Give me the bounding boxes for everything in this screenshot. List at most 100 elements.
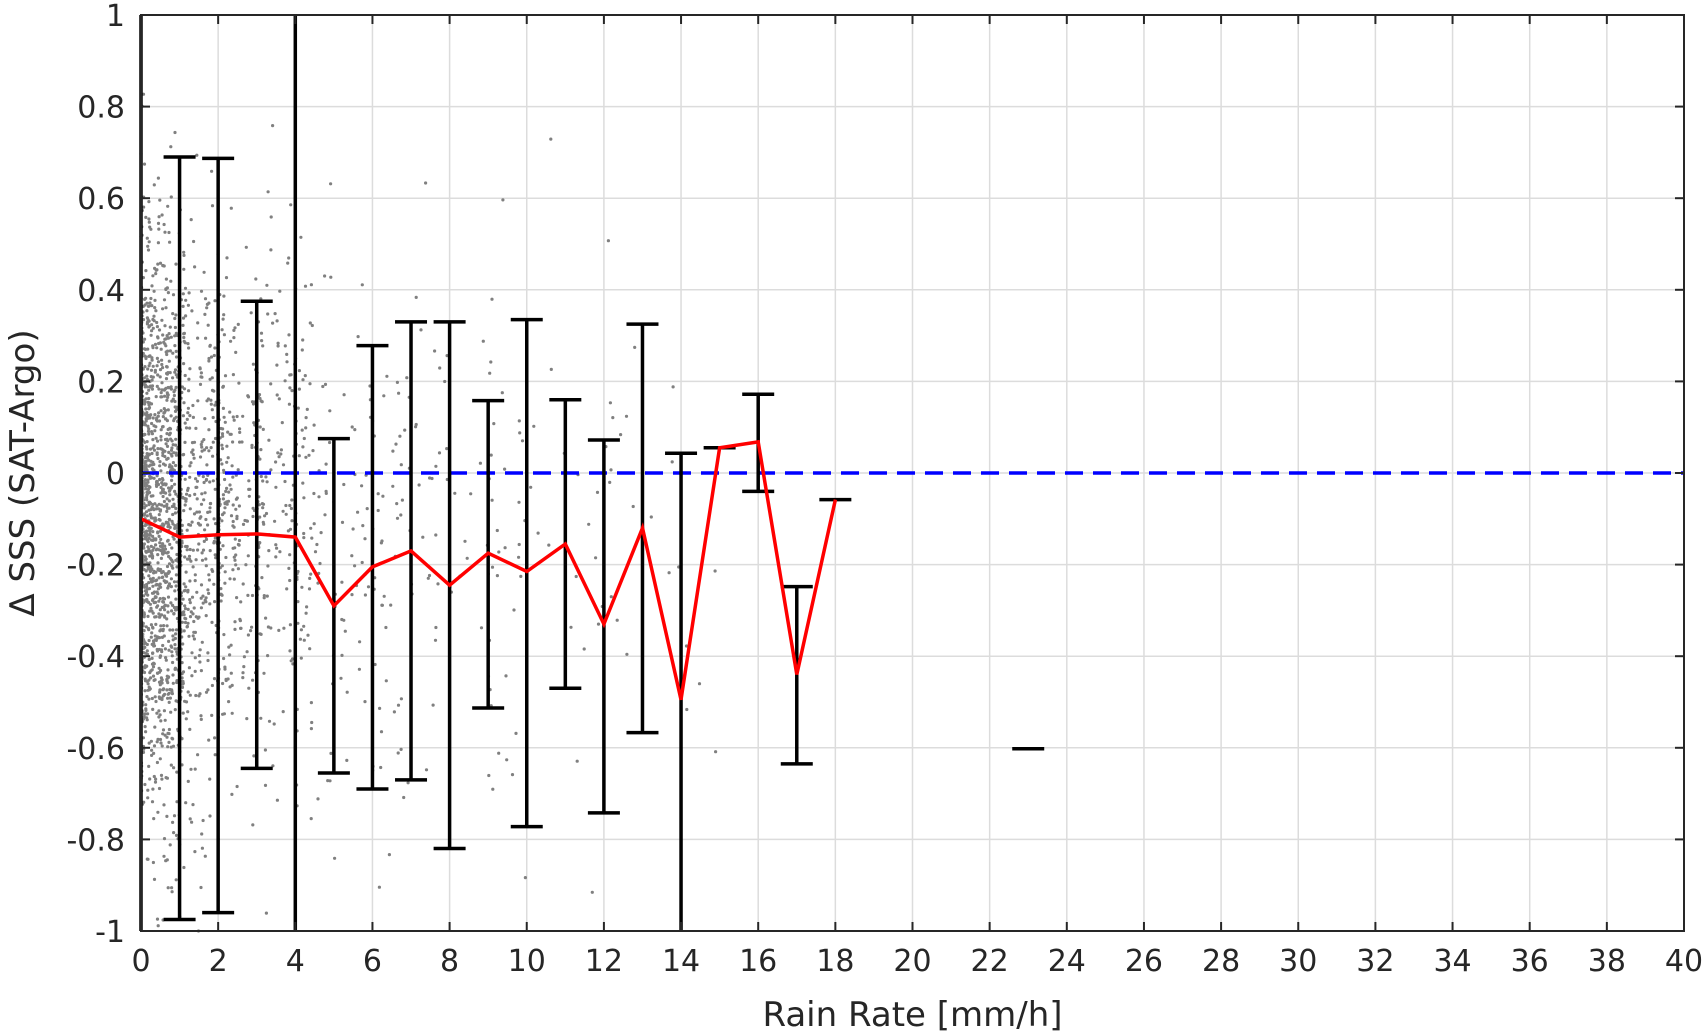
scatter-point xyxy=(183,373,187,378)
scatter-point xyxy=(193,656,197,660)
scatter-point xyxy=(162,803,166,807)
scatter-point xyxy=(269,215,273,219)
scatter-point xyxy=(146,367,150,371)
scatter-point xyxy=(170,654,174,658)
scatter-point xyxy=(201,594,205,598)
scatter-point xyxy=(221,544,225,548)
scatter-point xyxy=(146,413,150,417)
scatter-point xyxy=(302,496,306,500)
scatter-point xyxy=(142,205,146,209)
scatter-point xyxy=(520,439,525,443)
scatter-point xyxy=(385,374,389,378)
scatter-point xyxy=(171,397,175,401)
scatter-point xyxy=(419,328,423,332)
scatter-point xyxy=(491,787,495,791)
scatter-point xyxy=(265,594,269,598)
scatter-point xyxy=(183,286,188,290)
scatter-point xyxy=(152,508,156,512)
scatter-point xyxy=(174,833,179,838)
scatter-point xyxy=(172,502,176,506)
scatter-point xyxy=(199,669,203,673)
scatter-point xyxy=(595,490,600,494)
scatter-point xyxy=(301,378,305,382)
scatter-point xyxy=(297,387,301,391)
scatter-point xyxy=(146,567,150,571)
scatter-point xyxy=(231,503,235,507)
scatter-point xyxy=(184,314,188,318)
scatter-point xyxy=(163,647,167,651)
scatter-point xyxy=(259,716,263,720)
scatter-point xyxy=(156,447,160,451)
scatter-point xyxy=(174,373,178,377)
scatter-point xyxy=(148,225,152,229)
scatter-point xyxy=(443,379,447,384)
scatter-point xyxy=(210,568,214,572)
scatter-point xyxy=(285,360,289,364)
scatter-point xyxy=(145,514,149,518)
x-tick-label: 6 xyxy=(363,944,382,979)
scatter-point xyxy=(229,643,233,647)
scatter-point xyxy=(147,200,151,204)
scatter-point xyxy=(174,632,178,636)
scatter-point xyxy=(150,748,154,752)
scatter-point xyxy=(251,678,255,682)
scatter-point xyxy=(183,440,187,444)
scatter-point xyxy=(159,567,163,572)
scatter-point xyxy=(220,443,224,447)
x-tick-label: 34 xyxy=(1433,944,1471,979)
scatter-point xyxy=(154,583,158,587)
scatter-point xyxy=(523,876,528,880)
scatter-point xyxy=(500,391,504,395)
scatter-point xyxy=(166,521,170,525)
scatter-point xyxy=(145,642,149,647)
scatter-point xyxy=(164,776,168,780)
scatter-point xyxy=(170,519,174,524)
scatter-point xyxy=(222,712,226,716)
x-tick-label: 20 xyxy=(893,944,931,979)
scatter-point xyxy=(224,489,228,493)
scatter-point xyxy=(174,415,178,419)
scatter-point xyxy=(161,694,165,698)
scatter-point xyxy=(159,773,164,778)
scatter-point xyxy=(169,195,173,199)
scatter-point xyxy=(149,526,153,531)
scatter-point xyxy=(146,796,150,800)
scatter-point xyxy=(145,411,149,415)
scatter-point xyxy=(152,774,156,779)
scatter-point xyxy=(181,597,185,601)
scatter-point xyxy=(414,425,418,429)
scatter-point xyxy=(182,509,186,513)
scatter-point xyxy=(157,576,161,580)
scatter-point xyxy=(148,777,152,781)
scatter-point xyxy=(206,523,210,527)
scatter-point xyxy=(229,339,233,343)
scatter-point xyxy=(169,335,173,339)
scatter-point xyxy=(193,579,197,583)
scatter-point xyxy=(187,634,191,638)
scatter-point xyxy=(222,633,226,637)
scatter-point xyxy=(172,580,177,584)
scatter-point xyxy=(147,685,151,689)
scatter-point xyxy=(142,376,146,380)
scatter-point xyxy=(434,533,438,537)
scatter-point xyxy=(228,577,232,581)
scatter-point xyxy=(397,391,401,395)
scatter-point xyxy=(259,331,264,335)
scatter-point xyxy=(266,312,270,316)
scatter-point xyxy=(299,628,303,632)
scatter-point xyxy=(230,792,234,797)
y-axis-label: Δ SSS (SAT-Argo) xyxy=(3,329,43,616)
scatter-point xyxy=(174,437,178,441)
scatter-point xyxy=(173,370,177,374)
scatter-point xyxy=(204,537,209,542)
scatter-point xyxy=(163,733,167,737)
scatter-point xyxy=(173,647,177,651)
scatter-point xyxy=(184,617,188,621)
scatter-point xyxy=(212,582,216,586)
scatter-point xyxy=(169,577,173,581)
scatter-point xyxy=(313,550,318,554)
scatter-point xyxy=(162,634,166,638)
scatter-point xyxy=(223,374,228,378)
scatter-point xyxy=(151,674,156,678)
scatter-point xyxy=(148,609,152,613)
